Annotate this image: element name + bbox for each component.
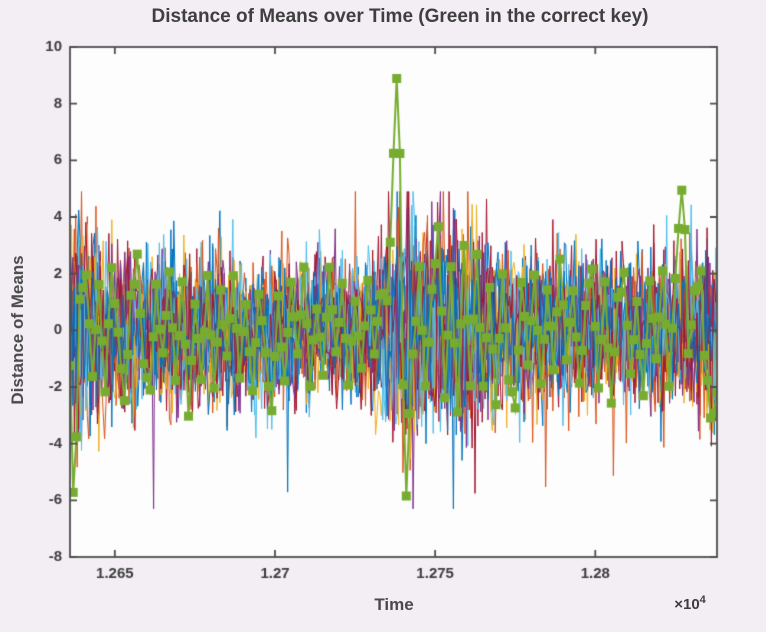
x-axis-multiplier-exponent: 4	[699, 594, 706, 606]
x-axis-label: Time	[374, 595, 414, 614]
chart-title: Distance of Means over Time (Green in th…	[151, 6, 649, 27]
x-axis-multiplier: ×104	[674, 594, 706, 613]
x-axis-multiplier-prefix: ×10	[674, 596, 700, 613]
y-axis-label: Distance of Means	[8, 255, 27, 405]
